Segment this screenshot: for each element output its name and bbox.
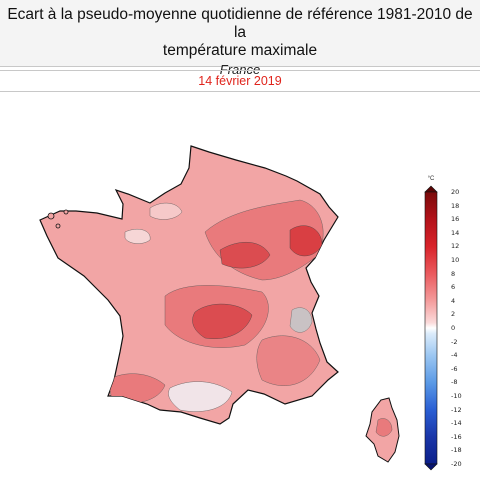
legend-tick-label: -6 xyxy=(451,364,458,373)
anomaly-zones xyxy=(107,199,324,412)
legend-tick-label: -18 xyxy=(451,446,462,455)
zone-cool-southwest xyxy=(168,381,233,412)
legend-tick-label: 20 xyxy=(451,188,460,196)
legend-tick-label: 18 xyxy=(451,201,460,210)
legend-tick-label: 10 xyxy=(451,256,460,264)
legend-tick-label: 16 xyxy=(451,215,460,224)
legend-tick-label: -16 xyxy=(451,432,462,441)
legend-tick-label: -14 xyxy=(451,419,462,428)
corsica-inset xyxy=(365,397,400,463)
legend-tick-label: -2 xyxy=(451,337,458,346)
legend-tick-label: 2 xyxy=(451,310,456,319)
legend-tick-label: 14 xyxy=(451,228,460,237)
legend-tick-label: -10 xyxy=(451,392,462,400)
date-bar: 14 février 2019 xyxy=(0,70,480,92)
france-mainland xyxy=(39,145,339,425)
legend-tick-label: 4 xyxy=(451,296,456,305)
date-label: 14 février 2019 xyxy=(198,74,282,88)
header: Ecart à la pseudo-moyenne quotidienne de… xyxy=(0,0,480,77)
legend-tick-label: 12 xyxy=(451,242,460,251)
legend-top-arrow xyxy=(424,185,438,193)
zone-mild-brittany xyxy=(124,229,151,244)
corsica-hot-zone xyxy=(375,418,393,437)
legend-bottom-arrow xyxy=(424,463,438,471)
legend-tick-label: -8 xyxy=(451,378,458,387)
legend-colorbar xyxy=(424,191,438,465)
zone-hot-northeast xyxy=(219,242,271,269)
legend-tick-label: 8 xyxy=(451,269,456,278)
region-subtitle: France xyxy=(219,62,261,77)
legend-tick-label: -12 xyxy=(451,405,462,414)
page-title: Ecart à la pseudo-moyenne quotidienne de… xyxy=(7,6,473,59)
zone-warm-rhone xyxy=(256,335,321,386)
color-legend xyxy=(424,185,438,471)
zone-hot-centre xyxy=(192,303,253,339)
zone-alps-relief xyxy=(289,307,313,333)
legend-tick-label: 0 xyxy=(451,324,456,332)
legend-tick-label: 6 xyxy=(451,283,456,292)
legend-unit: °C xyxy=(427,176,435,182)
legend-tick-label: -4 xyxy=(451,351,458,360)
anomaly-map xyxy=(39,145,438,471)
zone-mild-paris xyxy=(149,202,183,220)
legend-tick-label: -20 xyxy=(451,460,462,468)
channel-islands xyxy=(47,209,69,229)
